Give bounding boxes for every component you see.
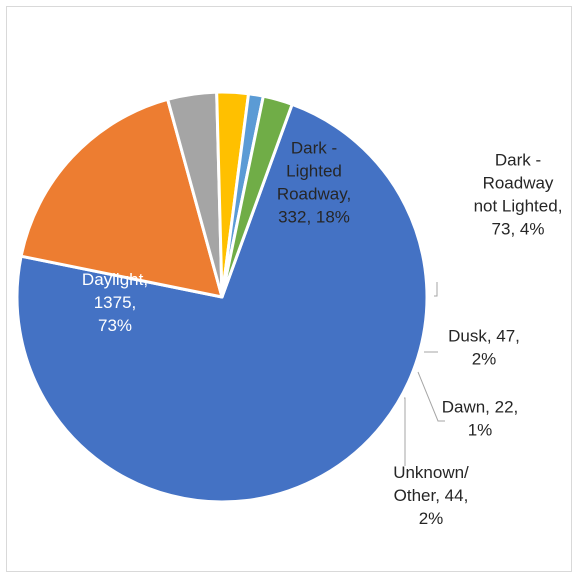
data-label-line: Other, 44, — [394, 486, 469, 505]
pie-slice-unknown-other — [220, 94, 294, 299]
data-label-line: Daylight, — [82, 270, 148, 289]
data-label: Dusk, 47, 2% — [448, 327, 520, 369]
data-label-line: not Lighted, — [474, 197, 563, 216]
data-label: Daylight, 1375, 73% — [82, 270, 148, 335]
data-label-line: Unknown/ — [393, 463, 469, 482]
data-label-line: Dark - — [291, 139, 337, 158]
data-label-line: 73% — [98, 316, 132, 335]
data-label-line: Dark - — [495, 151, 541, 170]
pie-slice-daylight — [15, 102, 429, 504]
leader-line — [434, 282, 438, 297]
leader-line — [404, 397, 406, 466]
data-label-line: 1% — [468, 421, 493, 440]
data-label: Unknown/Other, 44, 2% — [393, 463, 469, 528]
data-label: Dawn, 22, 1% — [442, 398, 519, 440]
data-label-line: Roadway — [483, 174, 554, 193]
data-label-line: Dawn, 22, — [442, 398, 519, 417]
data-label-line: 2% — [419, 509, 444, 528]
data-label-line: 332, 18% — [278, 208, 350, 227]
data-label-line: 73, 4% — [492, 220, 545, 239]
data-label-line: Roadway, — [277, 185, 351, 204]
data-label-line: 2% — [472, 350, 497, 369]
data-label: Dark - Lighted Roadway, 332, 18% — [277, 139, 351, 227]
data-label-line: Lighted — [286, 162, 342, 181]
data-label-line: Dusk, 47, — [448, 327, 520, 346]
data-label: Dark - Roadway not Lighted, 73, 4% — [474, 151, 563, 239]
pie-slice-dark-lighted-roadway — [19, 97, 224, 299]
data-label-line: 1375, — [94, 293, 137, 312]
leader-line — [417, 371, 445, 422]
